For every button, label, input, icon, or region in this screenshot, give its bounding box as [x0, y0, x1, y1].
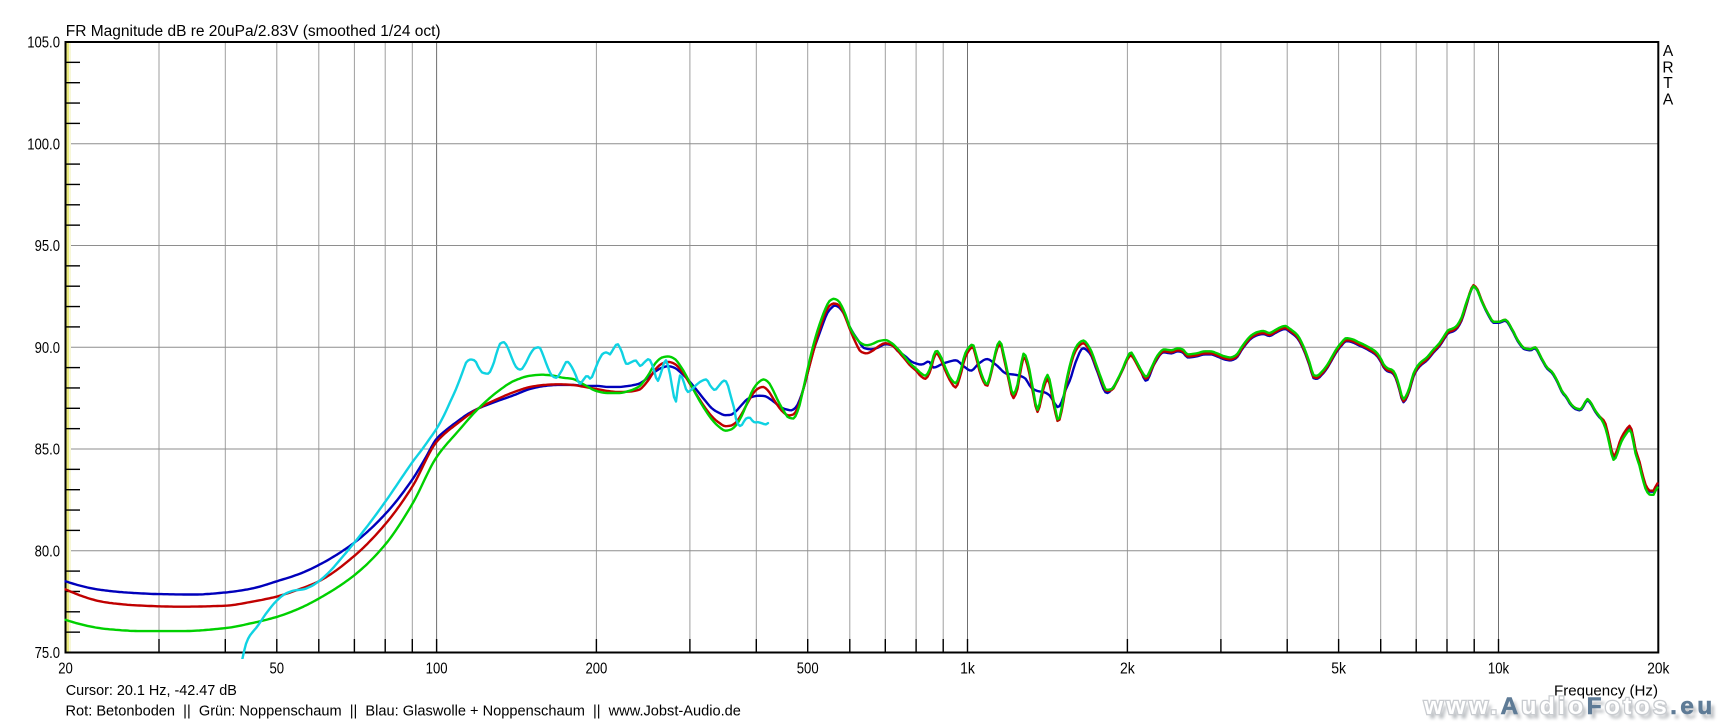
svg-text:80.0: 80.0	[35, 543, 60, 560]
svg-text:95.0: 95.0	[35, 238, 60, 255]
svg-text:5k: 5k	[1331, 661, 1347, 678]
svg-text:T: T	[1663, 75, 1673, 92]
svg-text:500: 500	[797, 661, 819, 678]
svg-text:Rot: Betonboden || Grün: Nop: Rot: Betonboden || Grün: Noppenschaum ||…	[66, 704, 741, 720]
svg-text:200: 200	[585, 661, 607, 678]
svg-text:R: R	[1662, 60, 1673, 77]
svg-text:10k: 10k	[1488, 661, 1510, 678]
svg-text:Cursor: 20.1 Hz, -42.47 dB: Cursor: 20.1 Hz, -42.47 dB	[66, 683, 237, 699]
svg-text:20k: 20k	[1647, 661, 1670, 678]
svg-text:105.0: 105.0	[27, 35, 60, 52]
svg-text:2k: 2k	[1120, 661, 1136, 678]
svg-text:1k: 1k	[960, 661, 976, 678]
svg-text:www.AudioFotos.eu: www.AudioFotos.eu	[1427, 698, 1720, 723]
svg-text:50: 50	[270, 661, 285, 678]
svg-text:www.AudioFotos.eu: www.AudioFotos.eu	[1423, 693, 1716, 720]
svg-text:75.0: 75.0	[35, 645, 60, 662]
svg-text:20: 20	[58, 661, 73, 678]
svg-text:Frequency (Hz): Frequency (Hz)	[1554, 683, 1658, 700]
svg-text:FR Magnitude dB re 20uPa/2.83V: FR Magnitude dB re 20uPa/2.83V (smoothed…	[66, 23, 441, 40]
svg-text:85.0: 85.0	[35, 442, 60, 459]
svg-text:A: A	[1663, 43, 1674, 60]
svg-text:A: A	[1663, 91, 1674, 108]
svg-text:100: 100	[426, 661, 448, 678]
svg-text:100.0: 100.0	[27, 136, 60, 153]
svg-text:90.0: 90.0	[35, 340, 60, 357]
